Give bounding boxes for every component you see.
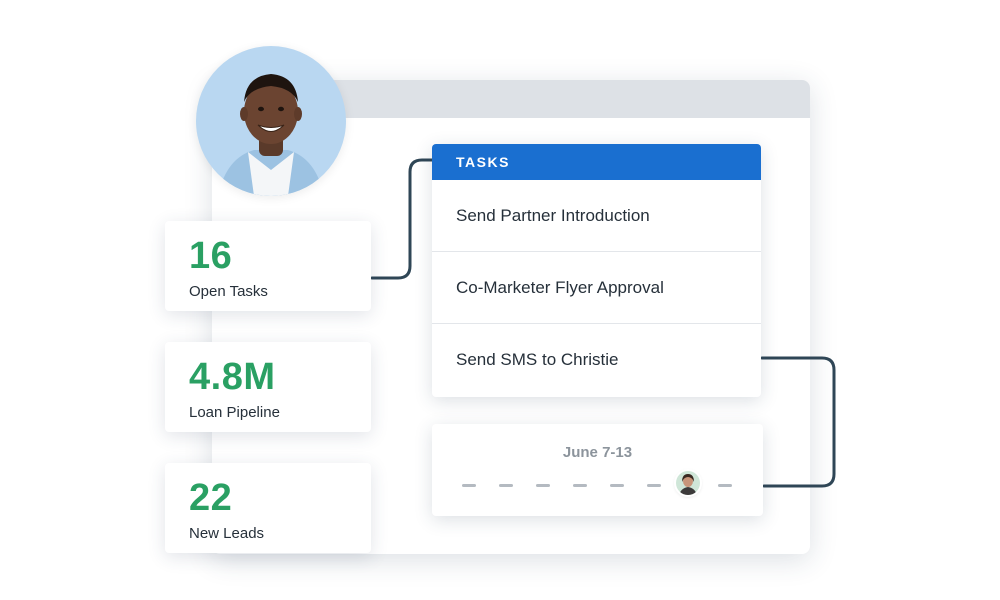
timeline-dash: [462, 484, 476, 487]
stat-card-loan-pipeline[interactable]: 4.8M Loan Pipeline: [165, 342, 371, 432]
stat-value: 16: [189, 235, 233, 277]
timeline-dash: [610, 484, 624, 487]
contact-avatar[interactable]: [676, 471, 700, 495]
stat-label: New Leads: [189, 525, 265, 542]
tasks-header: TASKS: [432, 144, 761, 180]
tasks-panel: TASKS Send Partner Introduction Co-Marke…: [432, 144, 761, 397]
stat-label: Open Tasks: [189, 283, 268, 300]
stat-card-new-leads[interactable]: 22 New Leads: [165, 463, 371, 553]
stat-card-open-tasks[interactable]: 16 Open Tasks: [165, 221, 371, 311]
timeline-dash: [573, 484, 587, 487]
timeline-dash: [536, 484, 550, 487]
calendar-card[interactable]: June 7-13: [432, 424, 763, 516]
person-portrait-icon: [218, 74, 324, 196]
timeline-dash: [718, 484, 732, 487]
person-portrait-icon: [679, 474, 697, 495]
timeline-dash: [499, 484, 513, 487]
stat-label: Loan Pipeline: [189, 404, 280, 421]
user-avatar: [196, 46, 346, 196]
timeline-dash: [647, 484, 661, 487]
task-item[interactable]: Co-Marketer Flyer Approval: [432, 252, 761, 324]
calendar-date-range: June 7-13: [562, 444, 633, 461]
stat-value: 4.8M: [189, 356, 276, 398]
task-item[interactable]: Send SMS to Christie: [456, 350, 619, 369]
task-item[interactable]: Send Partner Introduction: [432, 180, 761, 252]
stat-value: 22: [189, 477, 233, 519]
